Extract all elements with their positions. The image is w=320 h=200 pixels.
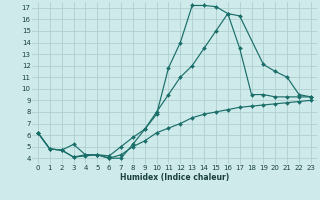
X-axis label: Humidex (Indice chaleur): Humidex (Indice chaleur) [120, 173, 229, 182]
